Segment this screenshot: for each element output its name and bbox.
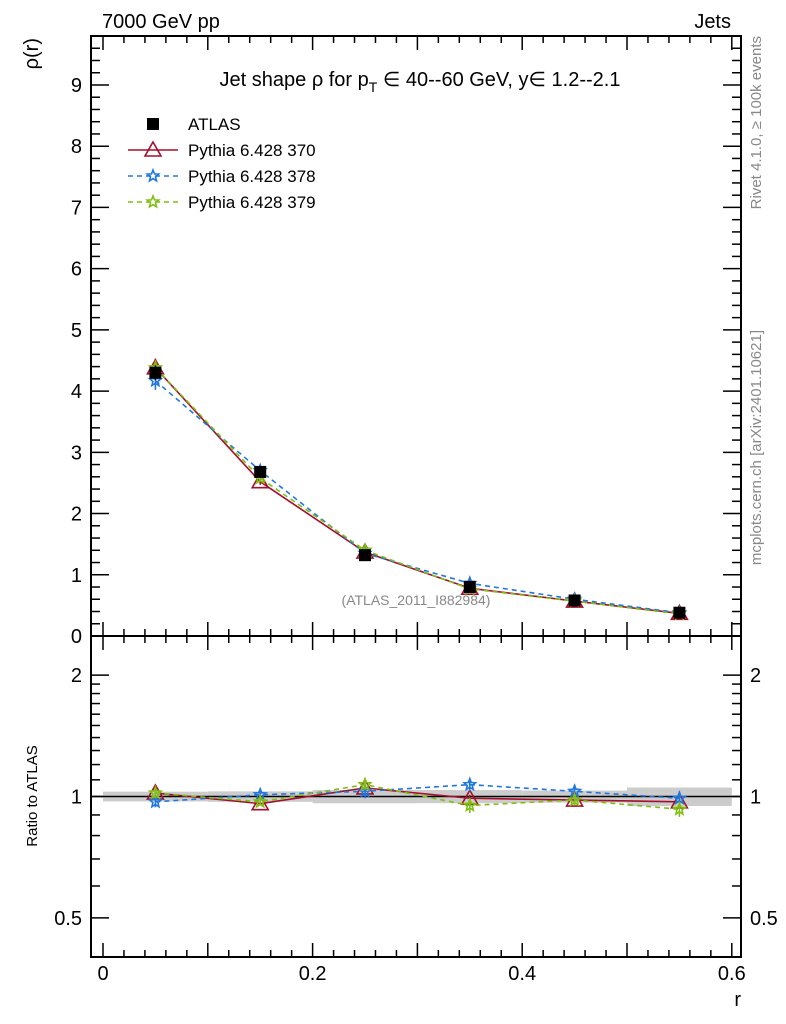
legend-marker-star-icon xyxy=(145,167,161,183)
legend-marker-star-icon xyxy=(145,193,161,209)
plot-title: Jet shape ρ for pT ∈ 40--60 GeV, y∈ 1.2-… xyxy=(220,69,621,95)
legend-label: ATLAS xyxy=(188,115,241,134)
top-series-1-line xyxy=(154,367,680,615)
header-right: Jets xyxy=(694,11,731,33)
y-tick-label: 0 xyxy=(71,626,82,648)
x-tick-label: 0.2 xyxy=(299,963,327,985)
legend-marker-square-icon xyxy=(147,118,159,130)
legend-label: Pythia 6.428 379 xyxy=(188,193,316,212)
ratio-series-3-point xyxy=(252,793,268,809)
y-tick-label: 6 xyxy=(71,259,82,281)
y-tick-label: 2 xyxy=(71,504,82,526)
title-part-b: ∈ 40--60 GeV, y∈ 1.2--2.1 xyxy=(377,69,620,91)
atlas-data-point xyxy=(254,465,267,478)
atlas-data-point xyxy=(359,549,371,562)
x-tick-label: 0.6 xyxy=(718,963,746,985)
x-axis-label: r xyxy=(734,989,741,1011)
y-tick-label: 5 xyxy=(71,320,82,342)
atlas-data-point xyxy=(149,366,162,379)
title-part-a: Jet shape ρ for p xyxy=(220,69,369,91)
ratio-y-tick-label-right: 0.5 xyxy=(750,908,778,930)
ratio-series-3-point xyxy=(462,797,478,813)
y-axis-label-ratio: Ratio to ATLAS xyxy=(24,745,41,846)
x-tick-label: 0 xyxy=(97,963,108,985)
ratio-y-tick-label-right: 2 xyxy=(750,665,761,687)
y-tick-label: 3 xyxy=(71,442,82,464)
atlas-data-point xyxy=(463,581,476,594)
header-left: 7000 GeV pp xyxy=(102,11,220,33)
title-subscript: T xyxy=(369,79,378,95)
y-tick-label: 9 xyxy=(71,75,82,97)
ratio-y-tick-label: 0.5 xyxy=(54,908,82,930)
y-tick-label: 7 xyxy=(71,197,82,219)
rivet-label: Rivet 4.1.0, ≥ 100k events xyxy=(748,36,765,209)
ratio-series-2-point xyxy=(357,783,373,798)
x-tick-label: 0.4 xyxy=(508,963,536,985)
ratio-series-2-point xyxy=(147,793,164,809)
ratio-y-tick-label: 2 xyxy=(71,665,82,687)
top-series-3-line xyxy=(154,367,680,615)
ratio-y-tick-label: 1 xyxy=(71,787,82,809)
ratio-series-3-point xyxy=(566,791,583,807)
analysis-annotation: (ATLAS_2011_I882984) xyxy=(342,592,491,608)
ratio-series-3-point xyxy=(357,776,373,792)
y-axis-label-top: ρ(r) xyxy=(21,38,43,69)
ratio-series-1-point xyxy=(250,794,270,811)
ratio-series-2-point xyxy=(671,790,688,805)
top-series-2-line xyxy=(154,380,680,614)
legend-label: Pythia 6.428 378 xyxy=(188,167,316,186)
y-tick-label: 8 xyxy=(71,136,82,158)
ratio-series-3-line xyxy=(155,783,680,811)
ratio-series-2-line xyxy=(155,783,680,803)
legend-marker-triangle-icon xyxy=(143,140,163,157)
legend-label: Pythia 6.428 370 xyxy=(188,141,316,160)
y-tick-label: 4 xyxy=(71,381,82,403)
atlas-data-point xyxy=(568,594,581,607)
y-tick-label: 1 xyxy=(71,565,82,587)
ratio-y-tick-label-right: 1 xyxy=(750,787,761,809)
ratio-series-1-line xyxy=(155,787,680,805)
ratio-series-3-point xyxy=(671,800,688,816)
ratio-series-3-point xyxy=(147,784,164,800)
mcplots-label: mcplots.cern.ch [arXiv:2401.10621] xyxy=(748,330,765,565)
ratio-series-2-point xyxy=(462,776,478,792)
atlas-data-point xyxy=(673,606,686,619)
